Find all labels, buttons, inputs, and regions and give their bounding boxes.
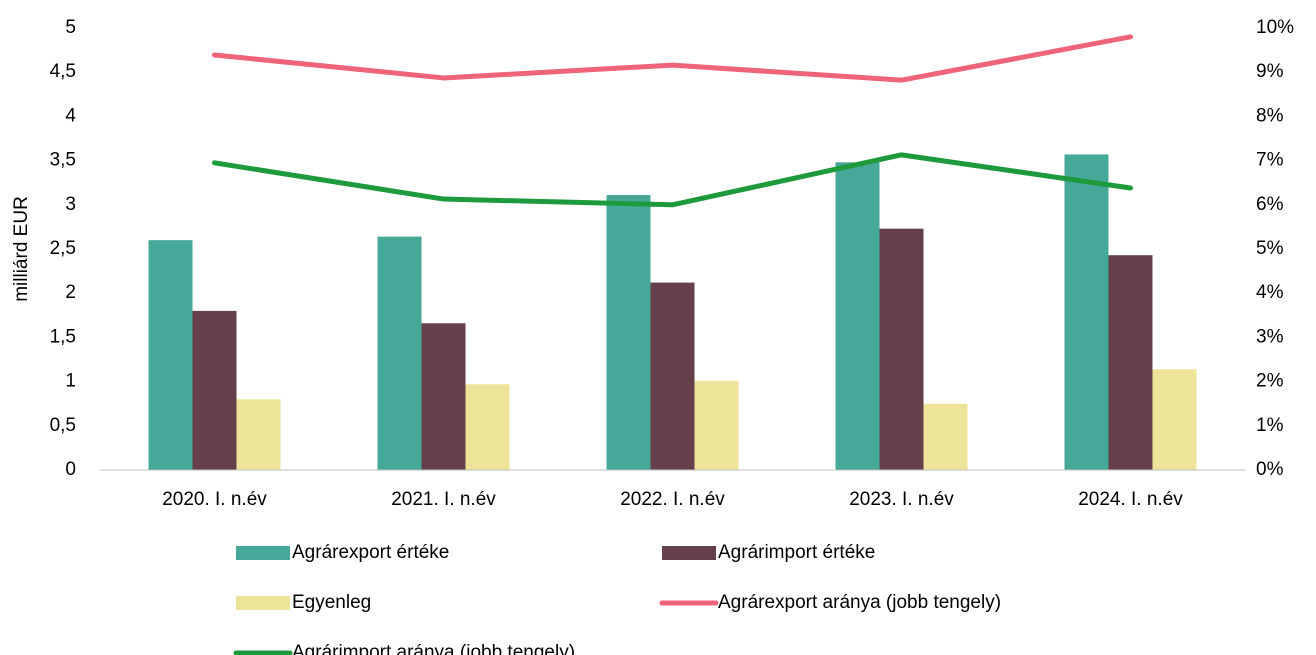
y2-tick-label: 4% bbox=[1256, 282, 1284, 303]
bar bbox=[650, 282, 695, 470]
y-tick-label: 5 bbox=[65, 17, 76, 38]
y-axis-title: milliárd EUR bbox=[11, 196, 32, 302]
x-tick-label: 2020. I. n.év bbox=[162, 489, 267, 510]
y-tick-label: 4 bbox=[65, 105, 76, 126]
bar bbox=[1152, 369, 1197, 470]
x-tick-label: 2022. I. n.év bbox=[620, 489, 725, 510]
y2-tick-label: 1% bbox=[1256, 415, 1284, 436]
bar bbox=[923, 403, 968, 470]
legend-swatch bbox=[662, 546, 716, 560]
bar bbox=[377, 236, 422, 470]
legend-label: Agrárimport értéke bbox=[718, 542, 875, 563]
legend-swatch bbox=[236, 596, 290, 610]
bar bbox=[236, 399, 281, 470]
y-tick-label: 1,5 bbox=[50, 326, 76, 347]
bar bbox=[694, 380, 739, 470]
line-series bbox=[212, 152, 1133, 208]
bar bbox=[465, 384, 510, 470]
y2-tick-label: 6% bbox=[1256, 194, 1284, 215]
y2-tick-label: 7% bbox=[1256, 150, 1284, 171]
legend-label: Egyenleg bbox=[292, 592, 371, 613]
bar bbox=[606, 195, 651, 471]
y2-tick-label: 5% bbox=[1256, 238, 1284, 259]
line-series bbox=[212, 34, 1133, 83]
bar bbox=[835, 162, 880, 471]
y-tick-label: 1 bbox=[65, 371, 76, 392]
y-tick-label: 2 bbox=[65, 282, 76, 303]
y2-tick-label: 9% bbox=[1256, 61, 1284, 82]
legend-label: Agrárexport aránya (jobb tengely) bbox=[718, 592, 1001, 613]
y-tick-label: 0,5 bbox=[50, 415, 76, 436]
y-tick-label: 3 bbox=[65, 194, 76, 215]
legend-swatch bbox=[236, 546, 290, 560]
y-tick-label: 0 bbox=[65, 459, 76, 480]
bar bbox=[421, 323, 466, 470]
bar bbox=[1064, 154, 1109, 471]
bar bbox=[192, 310, 237, 470]
y-tick-label: 2,5 bbox=[50, 238, 76, 259]
y2-tick-label: 2% bbox=[1256, 371, 1284, 392]
y-tick-label: 3,5 bbox=[50, 150, 76, 171]
bar bbox=[148, 240, 193, 470]
legend-label: Agrárimport aránya (jobb tengely) bbox=[292, 642, 575, 655]
bar bbox=[1108, 255, 1153, 470]
y2-tick-label: 8% bbox=[1256, 105, 1284, 126]
x-tick-label: 2023. I. n.év bbox=[849, 489, 954, 510]
y2-tick-label: 0% bbox=[1256, 459, 1284, 480]
x-tick-label: 2021. I. n.év bbox=[391, 489, 496, 510]
y2-tick-label: 3% bbox=[1256, 326, 1284, 347]
y2-tick-label: 10% bbox=[1256, 17, 1294, 38]
x-tick-label: 2024. I. n.év bbox=[1078, 489, 1183, 510]
y-tick-label: 4,5 bbox=[50, 61, 76, 82]
bar bbox=[879, 228, 924, 470]
legend-label: Agrárexport értéke bbox=[292, 542, 449, 563]
